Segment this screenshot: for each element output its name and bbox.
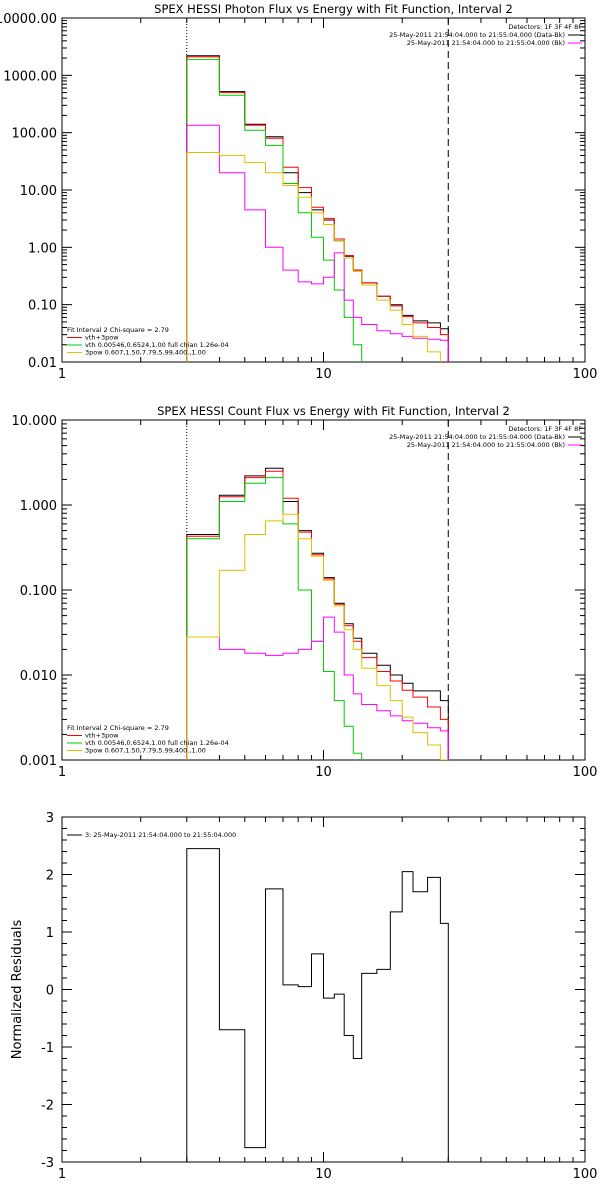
- legend-left-entry: vth 0.00546,0.6524,1.00 full chian 1.26e…: [85, 341, 229, 349]
- legend-left-entry: vth+3pow: [85, 334, 119, 342]
- y-tick-label: 0.100: [20, 584, 57, 599]
- legend-left-header: Fit Interval 2 Chi-square = 2.79: [67, 326, 169, 334]
- chart-title: SPEX HESSI Count Flux vs Energy with Fit…: [157, 404, 510, 418]
- y-tick-label: 10.00: [20, 184, 57, 199]
- x-tick-label: 100: [573, 1167, 598, 1182]
- x-tick-label: 10: [315, 1167, 332, 1182]
- x-tick-label: 10: [315, 367, 332, 382]
- y-tick-label: 10000.00: [0, 12, 57, 27]
- y-tick-label: 1.000: [20, 499, 57, 514]
- legend-right-entry: 25-May-2011 21:54:04.000 to 21:55:04.000…: [407, 39, 565, 47]
- chart-title: SPEX HESSI Photon Flux vs Energy with Fi…: [154, 2, 513, 16]
- series-4-line: [186, 152, 449, 362]
- y-axis-label: Normalized Residuals: [10, 920, 25, 1060]
- legend-right-entry: 25-May-2011 21:54:04.000 to 21:55:04.000…: [407, 441, 565, 449]
- legend-left-entry: 3pow 0.607,1.50,7.79,5.99,400.,1.00: [85, 747, 206, 755]
- y-tick-label: 100.00: [12, 127, 58, 142]
- series-2-line: [186, 58, 449, 362]
- y-tick-label: 1.00: [28, 241, 57, 256]
- x-tick-label: 1: [58, 367, 66, 382]
- legend-right-header: Detectors: 1F 3F 4F 8F: [508, 23, 582, 31]
- plot-frame: [61, 17, 586, 363]
- x-tick-label: 100: [573, 367, 598, 382]
- y-tick-label: -3: [41, 1156, 54, 1171]
- series-2-line: [186, 477, 449, 760]
- series-0-line: [186, 55, 449, 362]
- y-tick-label: 0.01: [28, 356, 57, 371]
- legend-left-entry: vth+3pow: [85, 732, 119, 740]
- series-3-line: [186, 124, 449, 362]
- x-tick-label: 1: [58, 1167, 66, 1182]
- legend-right-header: Detectors: 1F 3F 4F 8F: [508, 425, 582, 433]
- legend-left-header: Fit Interval 2 Chi-square = 2.79: [67, 724, 169, 732]
- y-tick-label: 10.000: [12, 414, 58, 429]
- y-tick-label: 0.10: [28, 299, 57, 314]
- y-tick-label: 0.010: [20, 669, 57, 684]
- y-tick-label: 0: [46, 984, 54, 999]
- y-tick-label: -1: [41, 1041, 54, 1056]
- series-4-line: [186, 513, 449, 760]
- plot-frame: [61, 419, 586, 761]
- legend-left-entry: 3: 25-May-2011 21:54:04.000 to 21:55:04.…: [85, 831, 236, 839]
- y-tick-label: 3: [46, 811, 54, 826]
- x-tick-label: 1: [58, 765, 66, 780]
- y-tick-label: -2: [41, 1099, 54, 1114]
- y-tick-label: 2: [46, 869, 54, 884]
- x-tick-label: 100: [573, 765, 598, 780]
- series-0-line: [186, 848, 449, 1162]
- y-tick-label: 1: [46, 926, 54, 941]
- legend-right-entry: 25-May-2011 21:54:04.000 to 21:55:04.000…: [389, 31, 565, 39]
- legend-left-entry: vth 0.00546,0.6524,1.00 full chian 1.26e…: [85, 739, 229, 747]
- legend-right-entry: 25-May-2011 21:54:04.000 to 21:55:04.000…: [389, 433, 565, 441]
- x-tick-label: 10: [315, 765, 332, 780]
- series-0-line: [186, 467, 449, 760]
- legend-left-entry: 3pow 0.607,1.50,7.79,5.99,400.,1.00: [85, 349, 206, 357]
- y-tick-label: 1000.00: [3, 69, 57, 84]
- y-tick-label: 0.001: [20, 754, 57, 769]
